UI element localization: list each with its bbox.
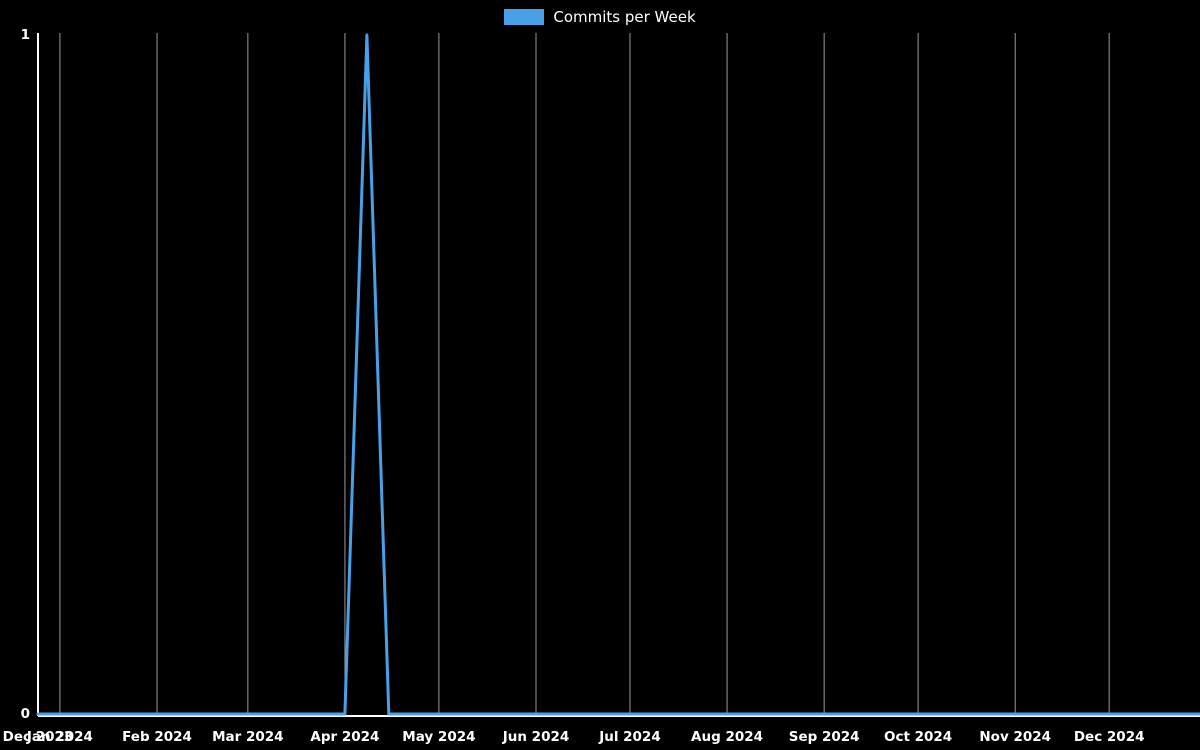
x-tick-label: Aug 2024 — [691, 729, 763, 745]
x-tick-label: May 2024 — [402, 729, 475, 745]
x-tick-label: Feb 2024 — [122, 729, 192, 745]
commits-line — [36, 33, 1200, 716]
legend-item-commits-per-week[interactable]: Commits per Week — [0, 8, 1200, 26]
x-tick-label: Jan 2024 — [26, 729, 93, 745]
x-tick-label: Oct 2024 — [884, 729, 952, 745]
x-tick-label: Mar 2024 — [212, 729, 283, 745]
x-tick-label: Dec 2024 — [1074, 729, 1145, 745]
x-tick-label: Apr 2024 — [310, 729, 379, 745]
x-tick-label: Jul 2024 — [598, 729, 661, 745]
x-tick-label: Dec 2023 — [3, 729, 74, 745]
legend-label: Commits per Week — [553, 8, 696, 26]
x-tick-label: Jun 2024 — [502, 729, 570, 745]
x-tick-label: Sep 2024 — [789, 729, 860, 745]
y-tick-label: 1 — [21, 27, 30, 43]
legend-swatch — [504, 9, 545, 25]
y-tick-label: 0 — [21, 706, 30, 722]
x-tick-label: Nov 2024 — [979, 729, 1051, 745]
